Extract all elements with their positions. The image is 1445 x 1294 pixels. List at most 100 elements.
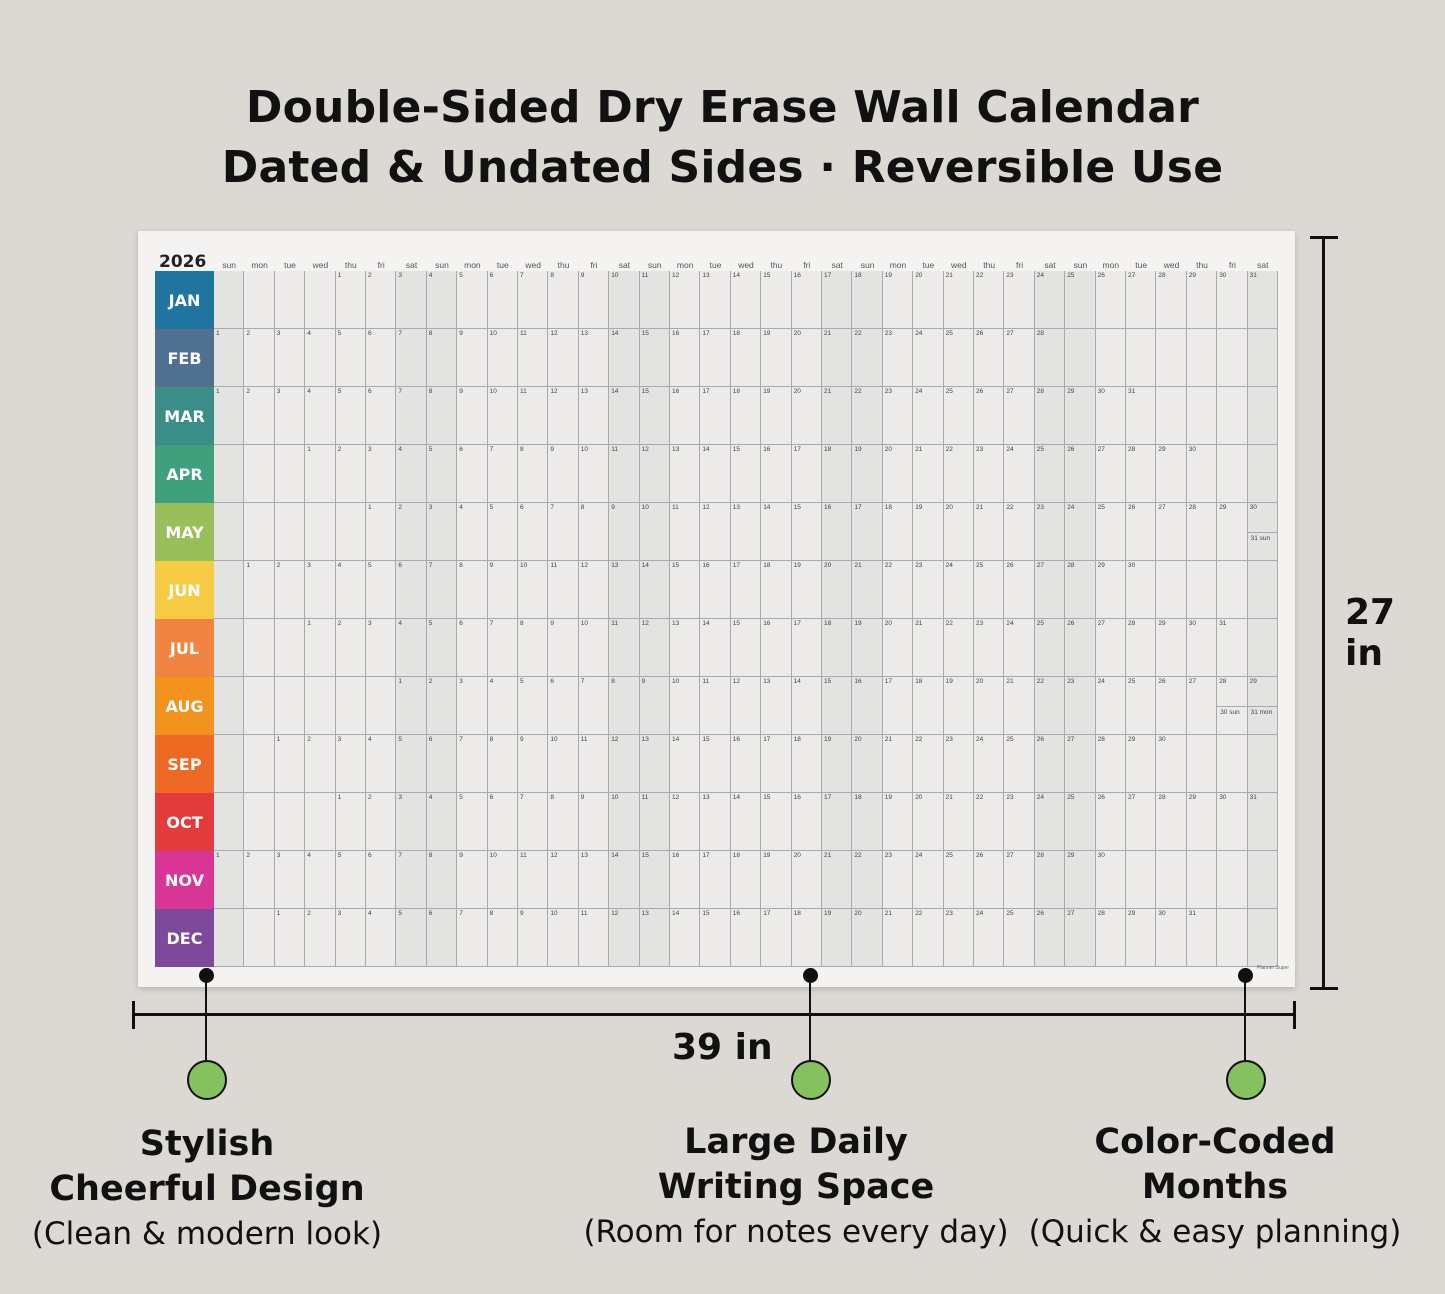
day-cell[interactable]: 25 [974, 561, 1005, 619]
day-cell[interactable]: 13 [670, 445, 701, 503]
day-cell[interactable]: 26 [1095, 271, 1126, 329]
day-cell[interactable]: 31 [1247, 793, 1278, 851]
day-cell[interactable]: 31 [1247, 271, 1278, 329]
day-cell[interactable]: 31 [1186, 909, 1218, 967]
day-cell[interactable]: 11 [518, 387, 549, 445]
day-cell[interactable]: 6 [426, 909, 458, 967]
day-cell[interactable]: 27 [1095, 619, 1126, 677]
day-cell[interactable]: 29 [1186, 793, 1218, 851]
day-cell[interactable]: 13 [700, 793, 731, 851]
day-cell[interactable]: 31 [1126, 387, 1157, 445]
day-cell[interactable]: 12 [670, 793, 701, 851]
day-cell[interactable]: 24 [913, 329, 944, 387]
day-cell[interactable]: 8 [548, 793, 579, 851]
day-cell[interactable]: 29 [1126, 909, 1157, 967]
day-cell[interactable]: 9 [518, 735, 549, 793]
day-cell[interactable]: 5 [426, 619, 458, 677]
day-cell[interactable]: 12 [548, 851, 579, 909]
day-cell[interactable]: 18 [822, 619, 853, 677]
day-cell[interactable]: 16 [852, 677, 883, 735]
day-cell[interactable] [1126, 329, 1157, 387]
day-cell[interactable]: 20 [943, 503, 974, 561]
day-cell[interactable]: 24 [1034, 793, 1066, 851]
day-cell[interactable]: 8 [426, 851, 458, 909]
day-cell[interactable]: 2 [366, 793, 397, 851]
day-cell[interactable]: 10 [487, 387, 518, 445]
day-cell[interactable]: 12 [639, 619, 670, 677]
day-cell[interactable]: 22 [852, 329, 883, 387]
day-cell[interactable]: 9 [518, 909, 549, 967]
day-cell[interactable]: 26 [1004, 561, 1035, 619]
day-cell[interactable]: 1 [366, 503, 397, 561]
day-cell[interactable] [1217, 851, 1248, 909]
day-cell[interactable]: 13 [639, 909, 670, 967]
day-cell[interactable]: 6 [457, 445, 488, 503]
day-cell[interactable]: 17 [700, 851, 731, 909]
day-cell[interactable]: 29 [1065, 387, 1096, 445]
day-cell[interactable]: 18 [852, 271, 883, 329]
day-cell[interactable]: 5 [457, 793, 488, 851]
day-cell[interactable]: 3 [396, 271, 427, 329]
day-cell[interactable]: 11 [639, 271, 670, 329]
day-cell[interactable]: 27 [1034, 561, 1066, 619]
day-cell[interactable] [214, 271, 245, 329]
day-cell[interactable]: 13 [639, 735, 670, 793]
day-cell[interactable]: 11 [518, 851, 549, 909]
day-cell[interactable]: 26 [1156, 677, 1187, 735]
day-cell[interactable]: 5 [396, 735, 427, 793]
day-cell[interactable]: 2 [244, 329, 275, 387]
day-cell[interactable]: 29 [1217, 503, 1248, 561]
day-cell[interactable] [1217, 387, 1248, 445]
day-cell[interactable]: 4 [366, 735, 397, 793]
day-cell[interactable]: 23 [1065, 677, 1096, 735]
day-cell[interactable] [214, 793, 245, 851]
day-cell[interactable]: 27 [1065, 735, 1096, 793]
day-cell[interactable]: 23 [974, 445, 1005, 503]
day-cell[interactable] [366, 677, 397, 735]
day-cell[interactable]: 3 [426, 503, 458, 561]
day-cell[interactable]: 18 [730, 387, 762, 445]
day-cell[interactable]: 24 [1004, 619, 1035, 677]
day-cell[interactable]: 14 [761, 503, 792, 561]
day-cell[interactable]: 27 [1126, 793, 1157, 851]
day-cell[interactable] [1156, 561, 1187, 619]
day-cell[interactable] [274, 677, 306, 735]
day-cell[interactable]: 24 [974, 909, 1005, 967]
day-cell[interactable]: 20 [791, 851, 822, 909]
day-cell[interactable] [1126, 851, 1157, 909]
day-cell[interactable]: 2 [244, 851, 275, 909]
day-cell[interactable] [274, 271, 306, 329]
day-cell[interactable]: 13 [609, 561, 640, 619]
day-cell[interactable]: 25 [1126, 677, 1157, 735]
day-cell[interactable]: 27 [1095, 445, 1126, 503]
day-cell[interactable]: 16 [761, 619, 792, 677]
day-cell[interactable]: 30 [1186, 619, 1218, 677]
day-cell[interactable]: 25 [943, 329, 974, 387]
day-cell[interactable]: 10 [609, 793, 640, 851]
day-cell[interactable]: 30 [1095, 387, 1126, 445]
day-cell[interactable]: 30 [1217, 271, 1248, 329]
day-cell[interactable]: 6 [548, 677, 579, 735]
day-cell[interactable]: 11 [609, 445, 640, 503]
day-cell[interactable]: 19 [882, 271, 914, 329]
day-cell[interactable]: 8 [609, 677, 640, 735]
day-cell[interactable] [1247, 619, 1278, 677]
day-cell[interactable]: 26 [1034, 909, 1066, 967]
day-cell[interactable]: 12 [609, 735, 640, 793]
day-cell[interactable]: 20 [791, 329, 822, 387]
day-cell[interactable]: 9 [457, 387, 488, 445]
day-cell[interactable]: 11 [548, 561, 579, 619]
day-cell[interactable]: 20 [974, 677, 1005, 735]
day-cell[interactable]: 28 [1156, 793, 1187, 851]
day-cell[interactable]: 4 [487, 677, 518, 735]
day-cell[interactable]: 21 [882, 909, 914, 967]
day-cell[interactable] [1217, 445, 1248, 503]
day-cell[interactable]: 13 [700, 271, 731, 329]
day-cell[interactable] [1247, 445, 1278, 503]
day-cell[interactable] [1247, 851, 1278, 909]
day-cell[interactable] [214, 503, 245, 561]
day-cell[interactable]: 24 [913, 387, 944, 445]
day-cell[interactable]: 28 [1186, 503, 1218, 561]
day-cell[interactable]: 2 [244, 387, 275, 445]
day-cell[interactable]: 24 [1004, 445, 1035, 503]
